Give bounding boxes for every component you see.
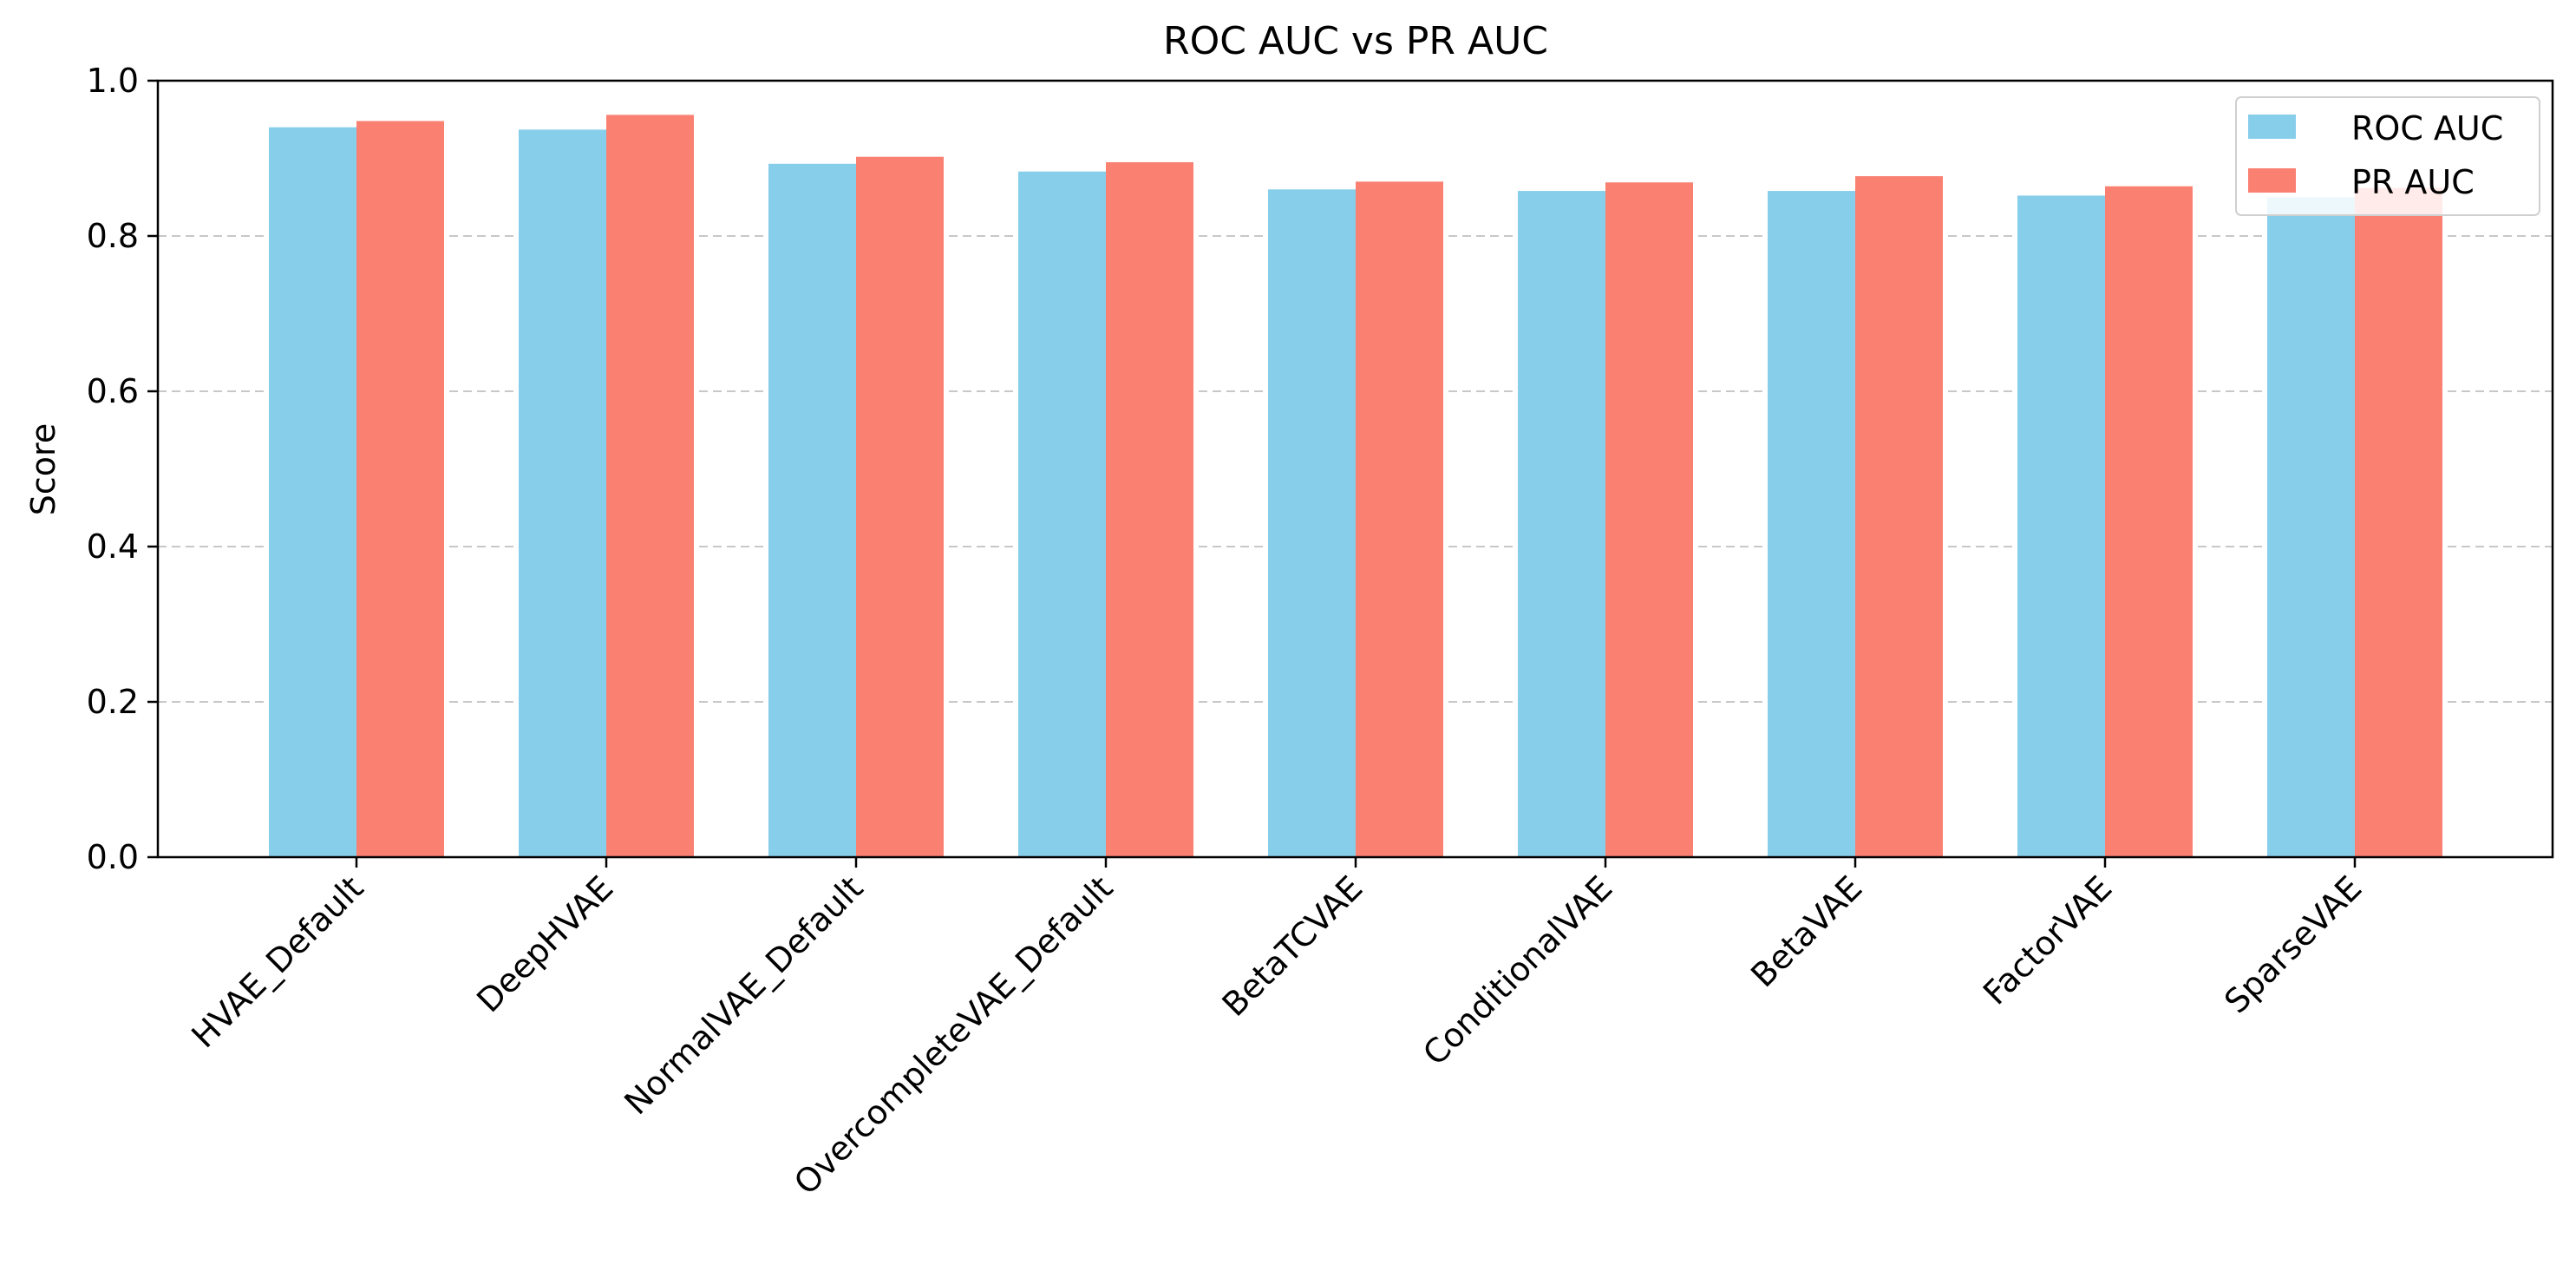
chart-title: ROC AUC vs PR AUC [1163, 19, 1548, 63]
y-tick-label: 0.8 [87, 217, 139, 255]
legend-swatch-roc-auc [2248, 115, 2296, 139]
y-tick-label: 0.2 [87, 683, 139, 721]
x-tick-label: DeepHVAE [469, 868, 620, 1019]
bar-pr-auc [2105, 186, 2193, 858]
x-tick-label: BetaTCVAE [1215, 868, 1370, 1024]
x-axis: HVAE_Default DeepHVAENormalVAE_DefaultOve… [184, 857, 2369, 1202]
x-tick-label: FactorVAE [1976, 868, 2119, 1012]
y-axis: 0.0 0.2 0.4 0.6 0.8 1.0 [87, 62, 158, 876]
y-tick-label: 0.6 [87, 372, 139, 410]
bar-pr-auc [606, 115, 694, 857]
bar-pr-auc [356, 121, 444, 858]
y-tick-label: 0.4 [87, 527, 139, 566]
legend-swatch-pr-auc [2248, 168, 2296, 193]
x-tick-label: SparseVAE [2217, 868, 2369, 1020]
bar-pr-auc [856, 156, 944, 857]
x-tick-label: NormalVAE_Default [617, 868, 870, 1122]
legend-label-roc-auc: ROC AUC [2351, 109, 2503, 147]
y-tick-label: 0.0 [87, 838, 139, 876]
bar-roc-auc [768, 163, 856, 857]
legend-label-pr-auc: PR AUC [2351, 163, 2475, 201]
bar-roc-auc [1518, 191, 1605, 858]
bar-pr-auc [2355, 187, 2442, 857]
bar-roc-auc [1018, 171, 1106, 858]
bar-roc-auc [1268, 189, 1356, 858]
bar-roc-auc [519, 129, 606, 857]
y-axis-label: Score [24, 423, 62, 515]
bar-roc-auc [269, 127, 356, 857]
bars [269, 115, 2442, 858]
bar-pr-auc [1855, 176, 1943, 857]
x-tick-label: HVAE_Default [184, 868, 370, 1055]
bar-roc-auc [1768, 191, 1855, 858]
bar-pr-auc [1356, 181, 1443, 858]
legend-box [2235, 96, 2540, 216]
bar-roc-auc [2267, 197, 2355, 857]
bar-pr-auc [1106, 161, 1193, 858]
legend: ROC AUC PR AUC [2235, 96, 2540, 216]
x-tick-label: BetaVAE [1743, 868, 1869, 994]
y-tick-label: 1.0 [87, 62, 139, 100]
bar-pr-auc [1605, 182, 1693, 857]
bar-roc-auc [2017, 195, 2105, 857]
x-tick-label: ConditionalVAE [1415, 868, 1619, 1072]
